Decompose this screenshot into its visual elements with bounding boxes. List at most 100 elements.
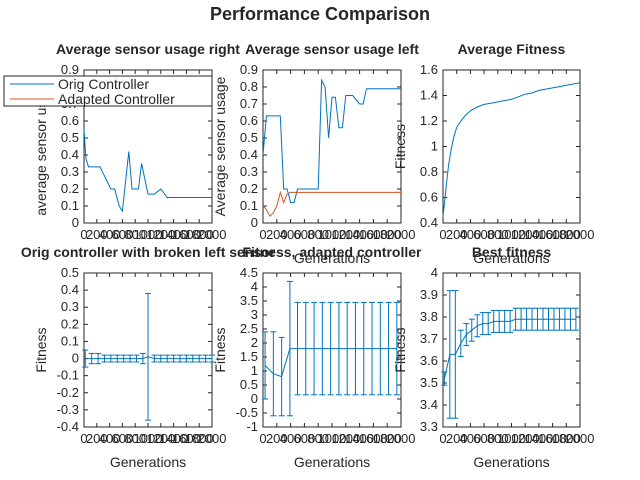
error-bar bbox=[164, 354, 171, 363]
y-tick-label: 0 bbox=[251, 391, 258, 406]
error-bar bbox=[319, 301, 326, 396]
x-tick-label: 1600 bbox=[359, 431, 388, 446]
error-bar bbox=[335, 301, 342, 396]
x-tick-label: 1600 bbox=[172, 431, 201, 446]
x-tick-label: 0 bbox=[439, 431, 446, 446]
x-axis-label: Generations bbox=[473, 454, 549, 470]
legend-label-orig: Orig Controller bbox=[58, 76, 149, 92]
x-tick-label: 1200 bbox=[331, 227, 360, 242]
error-bar bbox=[352, 301, 359, 396]
error-bar bbox=[567, 307, 574, 331]
y-tick-label: 3.7 bbox=[420, 331, 438, 346]
y-axis-label: Fitness bbox=[392, 124, 408, 169]
y-tick-label: 0.9 bbox=[61, 62, 79, 77]
x-tick-label: 2000 bbox=[387, 227, 416, 242]
error-bar bbox=[385, 301, 392, 396]
y-tick-label: 0.5 bbox=[240, 130, 258, 145]
error-bar bbox=[377, 301, 384, 396]
y-axis-label: Fitness bbox=[212, 327, 228, 372]
x-tick-label: 1400 bbox=[345, 431, 374, 446]
y-tick-label: 0.5 bbox=[61, 130, 79, 145]
panel-title: Average Fitness bbox=[458, 41, 566, 57]
error-bar bbox=[485, 312, 492, 336]
y-tick-label: 0.4 bbox=[240, 147, 258, 162]
error-bar bbox=[556, 307, 563, 331]
plot-area bbox=[262, 69, 402, 224]
panel-2: 00.10.20.30.40.50.60.70.80.90 20040060080… bbox=[212, 41, 419, 266]
x-tick-label: 1200 bbox=[331, 431, 360, 446]
y-tick-label: 0.1 bbox=[61, 333, 79, 348]
y-tick-label: 3.9 bbox=[420, 287, 438, 302]
x-tick-label: 800 bbox=[307, 227, 329, 242]
x-tick-label: 1400 bbox=[345, 227, 374, 242]
error-bar bbox=[512, 307, 519, 331]
error-bar bbox=[177, 354, 183, 363]
x-tick-label: 0 bbox=[439, 227, 446, 242]
y-tick-label: -0.4 bbox=[57, 419, 79, 434]
series-line-1 bbox=[442, 82, 581, 217]
y-tick-label: 4 bbox=[431, 265, 438, 280]
y-tick-label: 0.3 bbox=[61, 164, 79, 179]
x-tick-label: 200 bbox=[446, 227, 468, 242]
x-tick-label: 800 bbox=[487, 227, 509, 242]
error-bar bbox=[294, 301, 301, 396]
y-tick-label: 0.7 bbox=[240, 96, 258, 111]
x-tick-label: 800 bbox=[124, 431, 146, 446]
panel-title: Fitness, adapted controller bbox=[243, 244, 422, 260]
x-tick-label: 1800 bbox=[373, 227, 402, 242]
series-line-1 bbox=[262, 78, 401, 204]
x-tick-label: 400 bbox=[280, 227, 302, 242]
y-tick-label: 0 bbox=[72, 351, 79, 366]
error-bar bbox=[183, 354, 190, 363]
y-tick-label: 0 bbox=[251, 215, 258, 230]
panel-title: Average sensor usage right bbox=[56, 41, 240, 57]
x-tick-label: 1800 bbox=[185, 431, 214, 446]
x-tick-label: 1800 bbox=[552, 227, 581, 242]
y-tick-label: 0.6 bbox=[61, 113, 79, 128]
x-tick-label: 1000 bbox=[497, 227, 526, 242]
x-tick-label: 0 bbox=[80, 227, 87, 242]
x-tick-label: 1200 bbox=[146, 431, 175, 446]
error-bar bbox=[262, 331, 269, 400]
x-tick-label: 200 bbox=[86, 431, 108, 446]
x-tick-label: 1000 bbox=[134, 227, 163, 242]
x-tick-label: 1200 bbox=[511, 227, 540, 242]
series-line-1 bbox=[83, 129, 212, 213]
y-tick-label: 1 bbox=[251, 363, 258, 378]
y-tick-label: 1.2 bbox=[420, 113, 438, 128]
y-tick-label: 0.5 bbox=[240, 377, 258, 392]
x-tick-label: 1400 bbox=[159, 227, 188, 242]
error-bar bbox=[446, 290, 453, 419]
y-tick-label: 3.3 bbox=[420, 419, 438, 434]
error-bar bbox=[457, 329, 464, 358]
x-tick-label: 600 bbox=[473, 431, 495, 446]
x-tick-label: 1000 bbox=[318, 227, 347, 242]
error-bar bbox=[360, 301, 367, 396]
figure-title: Performance Comparison bbox=[210, 4, 430, 24]
y-tick-label: 3.6 bbox=[420, 353, 438, 368]
error-bar bbox=[151, 354, 158, 363]
y-tick-label: -0.1 bbox=[57, 368, 79, 383]
y-tick-label: 3.8 bbox=[420, 309, 438, 324]
x-tick-label: 1800 bbox=[185, 227, 214, 242]
y-tick-label: -0.3 bbox=[57, 402, 79, 417]
error-bar bbox=[572, 307, 579, 331]
x-tick-label: 400 bbox=[460, 227, 482, 242]
x-tick-label: 1600 bbox=[538, 227, 567, 242]
y-tick-label: 0.2 bbox=[61, 181, 79, 196]
y-tick-label: 0.2 bbox=[240, 181, 258, 196]
error-bar bbox=[127, 354, 134, 363]
error-bar bbox=[133, 354, 140, 363]
error-bar bbox=[327, 301, 334, 396]
x-tick-label: 600 bbox=[473, 227, 495, 242]
x-tick-label: 2000 bbox=[566, 431, 595, 446]
panel-3: 0.4 0.6 0.8 1 1.2 1.4 1.6 0 20040060080010001200… bbox=[392, 41, 594, 266]
y-tick-label: -0.2 bbox=[57, 385, 79, 400]
x-tick-label: 1000 bbox=[497, 431, 526, 446]
x-tick-label: 2000 bbox=[566, 227, 595, 242]
error-bar bbox=[523, 307, 530, 331]
panel-5: -1-0.500.511.522.533.544.50 2004006008001… bbox=[212, 244, 422, 470]
x-axis-label: Generations bbox=[294, 454, 370, 470]
y-tick-label: 4 bbox=[251, 279, 258, 294]
error-bar bbox=[302, 301, 309, 396]
